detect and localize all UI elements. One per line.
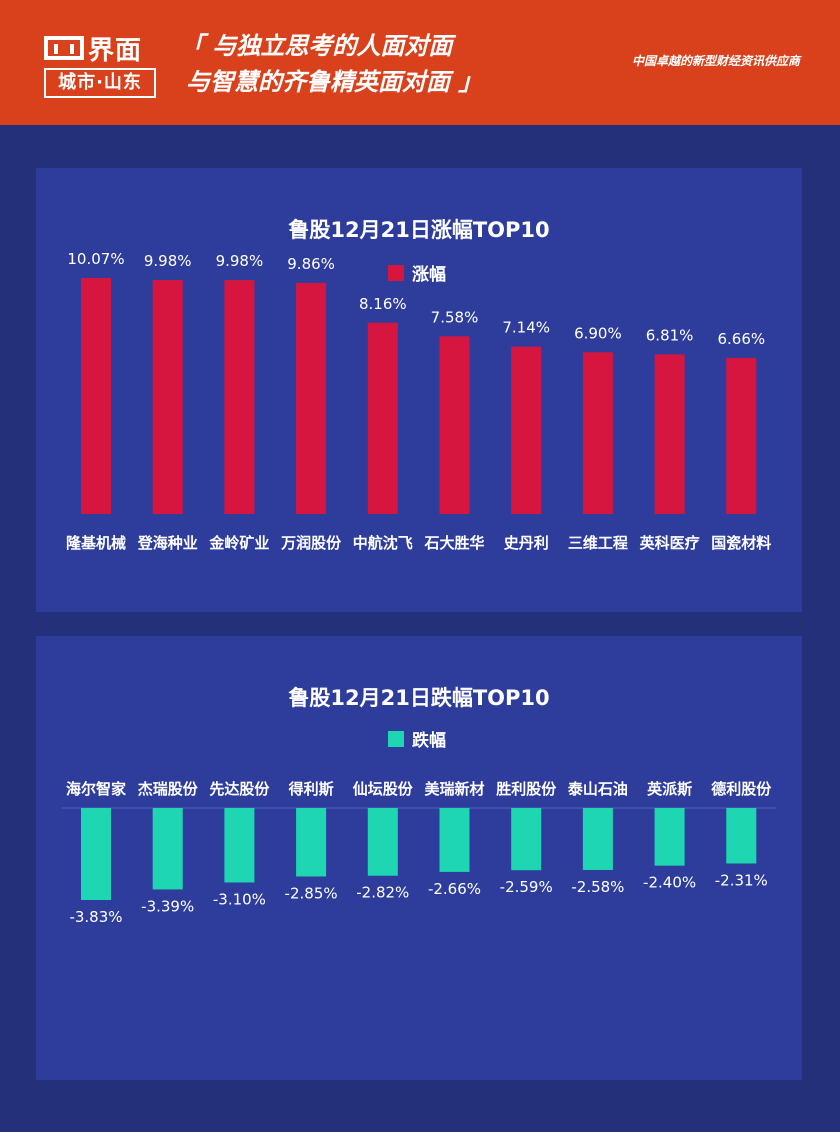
slogan-line-2: 与智慧的齐鲁精英面对面 」 bbox=[186, 68, 483, 96]
header-banner: 界面 城市·山东 「 与独立思考的人面对面 与智慧的齐鲁精英面对面 」 中国卓越… bbox=[0, 0, 840, 125]
gain-bar bbox=[81, 278, 111, 514]
loss-bar bbox=[81, 808, 111, 900]
loss-category-label: 胜利股份 bbox=[496, 780, 557, 798]
gain-value-label: 6.66% bbox=[717, 330, 765, 348]
gain-category-label: 登海种业 bbox=[137, 534, 198, 552]
loss-bar bbox=[511, 808, 542, 871]
tagline: 中国卓越的新型财经资讯供应商 bbox=[631, 54, 800, 68]
loss-value-label: -2.66% bbox=[428, 880, 481, 898]
gain-category-label: 万润股份 bbox=[280, 534, 342, 552]
loss-bar bbox=[367, 808, 398, 876]
slogan: 「 与独立思考的人面对面 与智慧的齐鲁精英面对面 」 bbox=[180, 28, 482, 100]
gain-category-label: 中航沈飞 bbox=[353, 534, 413, 552]
loss-bar bbox=[224, 808, 255, 883]
gain-bar bbox=[439, 336, 470, 514]
gain-legend: 涨幅 bbox=[388, 260, 446, 285]
gain-bar bbox=[726, 357, 757, 514]
gain-bar-chart: 10.07% 隆基机械 9.98% 登海种业 9.98% 金岭矿业 9.86% 万润股份 8.1… bbox=[66, 250, 771, 552]
loss-value-label: -2.58% bbox=[571, 878, 624, 896]
gain-category-label: 国瓷材料 bbox=[711, 534, 771, 552]
gain-category-label: 三维工程 bbox=[568, 534, 628, 552]
gain-value-label: 6.81% bbox=[646, 326, 694, 344]
loss-category-label: 英派斯 bbox=[647, 780, 692, 798]
gain-category-label: 金岭矿业 bbox=[208, 534, 269, 552]
loss-value-label: -2.82% bbox=[356, 884, 409, 902]
logo-main-text: 界面 bbox=[88, 35, 143, 66]
loss-category-label: 海尔智家 bbox=[66, 780, 126, 798]
gain-bar bbox=[511, 346, 542, 514]
gain-legend-swatch bbox=[388, 264, 404, 281]
gain-value-label: 6.90% bbox=[574, 324, 622, 342]
gain-value-label: 9.86% bbox=[287, 255, 335, 273]
slogan-line-1: 「 与独立思考的人面对面 bbox=[180, 32, 453, 60]
loss-value-label: -3.83% bbox=[69, 908, 122, 926]
loss-bar bbox=[582, 808, 613, 870]
gain-category-label: 英科医疗 bbox=[640, 534, 700, 552]
loss-chart-panel: 鲁股12月21日跌幅TOP10 跌幅 -3.83% 海尔智家 -3.39% 杰瑞股份 -… bbox=[36, 636, 802, 1080]
logo-mark-icon bbox=[44, 36, 84, 60]
gain-category-label: 隆基机械 bbox=[66, 534, 126, 552]
loss-bar bbox=[439, 808, 470, 872]
gain-bar bbox=[152, 280, 183, 514]
logo-sub-text: 城市·山东 bbox=[44, 68, 156, 98]
loss-chart-title: 鲁股12月21日跌幅TOP10 bbox=[288, 686, 550, 710]
loss-category-label: 先达股份 bbox=[209, 780, 270, 798]
gain-category-label: 史丹利 bbox=[504, 534, 549, 552]
gain-value-label: 9.98% bbox=[216, 252, 264, 270]
loss-value-label: -3.10% bbox=[213, 890, 266, 908]
loss-category-label: 泰山石油 bbox=[567, 780, 628, 798]
loss-bar-chart: -3.83% 海尔智家 -3.39% 杰瑞股份 -3.10% 先达股份 -2.85% 得利斯 -… bbox=[62, 780, 776, 926]
gain-value-label: 7.14% bbox=[502, 319, 550, 337]
gain-bar bbox=[224, 280, 255, 514]
loss-category-label: 仙坛股份 bbox=[353, 780, 414, 798]
gain-legend-label: 涨幅 bbox=[412, 265, 446, 285]
gain-category-label: 石大胜华 bbox=[423, 534, 484, 552]
loss-legend-label: 跌幅 bbox=[412, 731, 446, 751]
loss-category-label: 得利斯 bbox=[288, 780, 334, 798]
loss-bar bbox=[296, 808, 327, 877]
loss-category-label: 德利股份 bbox=[711, 780, 772, 798]
gain-value-label: 9.98% bbox=[144, 252, 192, 270]
loss-category-label: 美瑞新材 bbox=[424, 780, 484, 798]
loss-value-label: -2.40% bbox=[643, 874, 696, 892]
loss-bar bbox=[654, 808, 685, 866]
gain-bar bbox=[367, 322, 398, 514]
gain-value-label: 10.07% bbox=[67, 250, 124, 268]
gain-bar bbox=[582, 352, 613, 514]
loss-value-label: -2.85% bbox=[285, 884, 338, 902]
gain-chart-title: 鲁股12月21日涨幅TOP10 bbox=[288, 218, 550, 242]
gain-chart-panel: 鲁股12月21日涨幅TOP10 涨幅 10.07% 隆基机械 9.98% 登海种业 9.… bbox=[36, 168, 802, 612]
loss-category-label: 杰瑞股份 bbox=[138, 780, 199, 798]
loss-bar bbox=[152, 808, 183, 890]
jiemian-logo: 界面 城市·山东 bbox=[44, 32, 160, 100]
loss-legend-swatch bbox=[388, 730, 404, 747]
loss-bar bbox=[726, 808, 757, 864]
loss-value-label: -3.39% bbox=[141, 897, 194, 915]
gain-value-label: 7.58% bbox=[431, 308, 479, 326]
loss-value-label: -2.59% bbox=[500, 878, 553, 896]
loss-value-label: -2.31% bbox=[715, 871, 768, 889]
loss-legend: 跌幅 bbox=[388, 726, 446, 751]
gain-value-label: 8.16% bbox=[359, 295, 407, 313]
gain-bar bbox=[654, 354, 685, 514]
gain-bar bbox=[296, 282, 327, 514]
